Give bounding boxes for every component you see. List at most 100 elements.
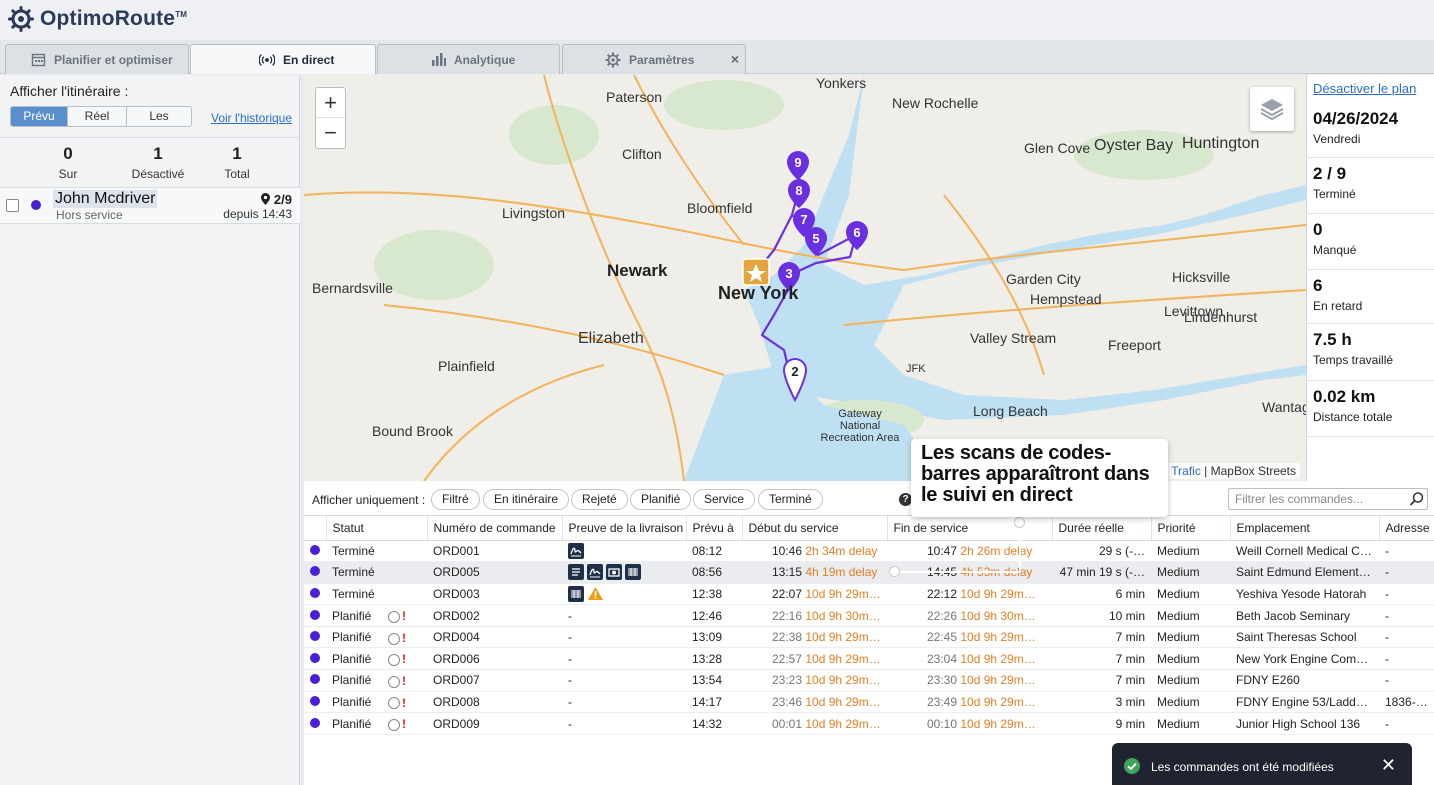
app-name: OptimoRouteTM xyxy=(40,7,188,30)
cell-duration: 7 min xyxy=(1115,651,1145,666)
cell-duration-wrap: 3 min xyxy=(1052,691,1151,714)
search-icon[interactable] xyxy=(1409,491,1425,507)
cell-planned: 08:56 xyxy=(692,565,723,580)
zoom-in-button[interactable]: + xyxy=(316,88,345,118)
cell-end: 23:04 xyxy=(926,651,957,666)
cell-start_delay: 10d 9h 29m… xyxy=(805,651,881,666)
cell-end_delay: 10d 9h 29m… xyxy=(960,694,1036,709)
status-dot xyxy=(310,674,320,685)
cell-duration-wrap: 7 min xyxy=(1052,647,1151,671)
disable-plan-link[interactable]: Désactiver le plan xyxy=(1313,81,1417,96)
table-row[interactable]: Planifié! ORD009-14:32 00:01 10d 9h 29m… 00… xyxy=(304,712,1434,735)
filter-en-itineraire[interactable]: En itinéraire xyxy=(483,489,570,510)
zoom-out-button[interactable]: − xyxy=(324,120,337,145)
filter-filtre[interactable]: Filtré xyxy=(431,489,480,510)
cell-address: - xyxy=(1385,565,1389,580)
driver-checkbox[interactable] xyxy=(6,199,19,212)
cell-duration-wrap: 6 min xyxy=(1052,583,1151,606)
orders-table: Statut Numéro de commande Preuve de la l… xyxy=(304,516,1434,735)
tab-en-direct[interactable]: En direct xyxy=(190,44,376,74)
cell-end_delay: 10d 9h 29m… xyxy=(960,651,1036,666)
cell-start_delay: 4h 19m delay xyxy=(805,565,878,580)
segment-reel[interactable]: Réel xyxy=(68,107,127,126)
check-circle-icon xyxy=(1124,758,1140,774)
barcode-icon[interactable] xyxy=(568,585,584,602)
cell-priority-wrap: Medium xyxy=(1151,540,1230,563)
col-numero[interactable]: Numéro de commande xyxy=(427,516,563,541)
col-fin[interactable]: Fin de service xyxy=(887,516,1053,541)
tab-analytique[interactable]: Analytique xyxy=(377,44,560,74)
note-icon[interactable] xyxy=(568,564,584,581)
cell-end-wrap: 22:45 10d 9h 29m… xyxy=(887,626,1052,649)
cell-planned: 14:17 xyxy=(692,694,723,709)
table-row[interactable]: Planifié! ORD002-12:46 22:16 10d 9h 30m… 22… xyxy=(304,604,1434,627)
table-row[interactable]: Terminé ORD003 12:38 22:07 10d 9h 29m… 22:12… xyxy=(304,583,1434,606)
col-prevu[interactable]: Prévu à xyxy=(686,516,743,541)
cell-proof: - xyxy=(562,626,686,649)
filter-planifie[interactable]: Planifié xyxy=(630,489,692,510)
table-row[interactable]: Planifié! ORD007-13:54 23:23 10d 9h 29m… 23… xyxy=(304,669,1434,692)
cell-start_delay: 2h 34m delay xyxy=(805,543,878,558)
filter-service[interactable]: Service xyxy=(693,489,756,510)
table-row[interactable]: Planifié! ORD008-14:17 23:46 10d 9h 29m… 23… xyxy=(304,691,1434,714)
stat-date: 04/26/2024 Vendredi xyxy=(1307,103,1434,157)
signature-icon[interactable] xyxy=(587,564,603,581)
cell-status-wrap: Planifié! xyxy=(326,647,427,671)
live-map[interactable]: 9 8 7 5 6 3 2 Yonkers Paterson New Rochell… xyxy=(304,75,1306,481)
table-row[interactable]: Planifié! ORD004-13:09 22:38 10d 9h 29m… 22… xyxy=(304,626,1434,649)
cell-address: - xyxy=(1385,586,1389,601)
col-priorite[interactable]: Priorité xyxy=(1151,516,1231,541)
segment-les-deux[interactable]: Les deux xyxy=(127,107,191,126)
help-icon[interactable]: ? xyxy=(899,493,912,506)
alert-icon: ! xyxy=(402,717,406,732)
filter-rejete[interactable]: Rejeté xyxy=(571,489,628,510)
cell-proof: - xyxy=(562,647,686,671)
col-duree[interactable]: Durée réelle xyxy=(1052,516,1152,541)
map-place-label: Wantagh xyxy=(1262,399,1306,415)
close-icon[interactable]: × xyxy=(730,51,739,67)
cell-priority-wrap: Medium xyxy=(1151,712,1230,735)
cell-status: Planifié xyxy=(332,694,372,709)
cell-end: 00:10 xyxy=(926,716,957,731)
cell-location-wrap: FDNY Engine 53/Ladd… xyxy=(1230,691,1379,714)
layers-button[interactable] xyxy=(1250,87,1294,131)
tab-parametres[interactable]: Paramètres × xyxy=(562,44,746,74)
count-total-value: 1 xyxy=(232,144,242,163)
filter-termine[interactable]: Terminé xyxy=(758,489,823,510)
col-debut[interactable]: Début du service xyxy=(742,516,888,541)
table-row[interactable]: Planifié! ORD006-13:28 22:57 10d 9h 29m… 23… xyxy=(304,647,1434,671)
cell-address-wrap: - xyxy=(1379,561,1434,584)
col-preuve[interactable]: Preuve de la livraison xyxy=(562,516,687,541)
cell-location: Saint Edmund Element… xyxy=(1236,565,1371,580)
alert-icon: ! xyxy=(402,652,406,667)
barcode-icon[interactable] xyxy=(625,564,641,581)
svg-text:7: 7 xyxy=(800,212,807,227)
col-adresse[interactable]: Adresse xyxy=(1379,516,1434,541)
app-logo[interactable]: OptimoRouteTM xyxy=(8,6,187,32)
segment-prevu[interactable]: Prévu xyxy=(11,107,68,126)
cell-priority: Medium xyxy=(1157,565,1200,580)
table-row[interactable]: Terminé ORD001 08:12 10:46 2h 34m delay 10:4… xyxy=(304,540,1434,563)
map-place-label: Huntington xyxy=(1182,135,1260,152)
driver-row[interactable]: John Mcdriver Hors service 2/9 depuis 14… xyxy=(0,187,300,224)
close-toast-icon[interactable]: ✕ xyxy=(1380,755,1396,775)
tab-planifier[interactable]: Planifier et optimiser xyxy=(5,44,189,74)
signature-icon[interactable] xyxy=(568,542,584,559)
late-warning: ! xyxy=(388,717,406,731)
photo-icon[interactable] xyxy=(606,564,622,581)
map-attribution: | Trafic | MapBox Streets xyxy=(1161,463,1300,479)
order-search-input[interactable]: Filtrer les commandes... xyxy=(1228,488,1428,510)
cell-duration-wrap: 7 min xyxy=(1052,626,1151,649)
stat-termine: 2 / 9 Terminé xyxy=(1307,157,1434,213)
cell-dot xyxy=(304,647,326,671)
history-link[interactable]: Voir l'historique xyxy=(211,111,292,125)
map-place-label: Bernardsville xyxy=(312,280,393,296)
cell-dot xyxy=(304,626,326,649)
stat-en-retard: 6 En retard xyxy=(1307,269,1434,323)
calendar-icon xyxy=(30,52,46,68)
traffic-link[interactable]: Trafic xyxy=(1171,464,1201,478)
stat-en-retard-label: En retard xyxy=(1313,299,1363,313)
col-statut[interactable]: Statut xyxy=(326,516,428,541)
col-emplacement[interactable]: Emplacement xyxy=(1230,516,1380,541)
